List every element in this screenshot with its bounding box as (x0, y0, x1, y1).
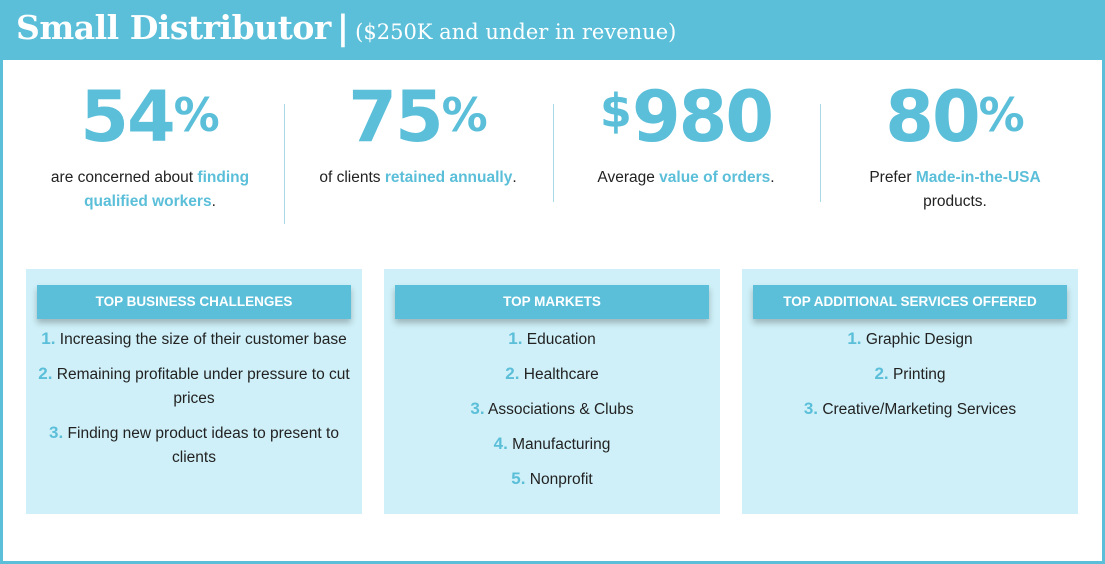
list-item: 1. Graphic Design (847, 329, 973, 348)
stat-workers: 54% are concerned about finding qualifie… (30, 82, 270, 214)
stat-description: Prefer Made-in-the-USA products. (869, 169, 1041, 210)
stat-value: 75% (348, 76, 488, 158)
list-item: 2. Remaining profitable under pressure t… (38, 364, 350, 407)
title-separator: | (336, 8, 350, 48)
panel-heading: TOP ADDITIONAL SERVICES OFFERED (753, 285, 1067, 319)
stats-row: 54% are concerned about finding qualifie… (0, 60, 1105, 260)
challenges-list: 1. Increasing the size of their customer… (37, 327, 351, 470)
panel-top-markets: TOP MARKETS 1. Education 2. Healthcare 3… (384, 269, 720, 514)
list-item: 1. Increasing the size of their customer… (41, 329, 347, 348)
panel-business-challenges: TOP BUSINESS CHALLENGES 1. Increasing th… (26, 269, 362, 514)
stat-value: 80% (885, 76, 1025, 158)
stat-divider (820, 104, 821, 202)
stat-retention: 75% of clients retained annually. (298, 82, 538, 190)
stat-value: $980 (599, 76, 774, 158)
stat-value: 54% (80, 76, 220, 158)
stat-description: of clients retained annually. (319, 169, 517, 186)
page-subtitle: ($250K and under in revenue) (355, 20, 677, 44)
stat-description: are concerned about finding qualified wo… (50, 169, 250, 210)
stat-made-in-usa: 80% Prefer Made-in-the-USA products. (835, 82, 1075, 214)
stat-description: Average value of orders. (597, 169, 775, 186)
page-title: Small Distributor (16, 8, 331, 47)
list-item: 4. Manufacturing (493, 434, 611, 453)
list-item: 2. Healthcare (505, 364, 599, 383)
header-banner: Small Distributor | ($250K and under in re… (0, 0, 1105, 60)
list-item: 3. Associations & Clubs (470, 399, 634, 418)
stat-order-value: $980 Average value of orders. (566, 82, 806, 190)
panel-heading: TOP BUSINESS CHALLENGES (37, 285, 351, 319)
stat-divider (284, 104, 285, 224)
panel-additional-services: TOP ADDITIONAL SERVICES OFFERED 1. Graph… (742, 269, 1078, 514)
panel-heading: TOP MARKETS (395, 285, 709, 319)
list-item: 3. Creative/Marketing Services (803, 399, 1017, 418)
services-list: 1. Graphic Design 2. Printing 3. Creativ… (753, 327, 1067, 422)
markets-list: 1. Education 2. Healthcare 3. Associatio… (395, 327, 709, 492)
header-title-group: Small Distributor | ($250K and under in re… (16, 8, 676, 48)
list-item: 1. Education (508, 329, 596, 348)
list-item: 2. Printing (874, 364, 946, 383)
stat-divider (553, 104, 554, 202)
list-item: 3. Finding new product ideas to present … (49, 423, 339, 466)
list-item: 5. Nonprofit (511, 469, 593, 488)
